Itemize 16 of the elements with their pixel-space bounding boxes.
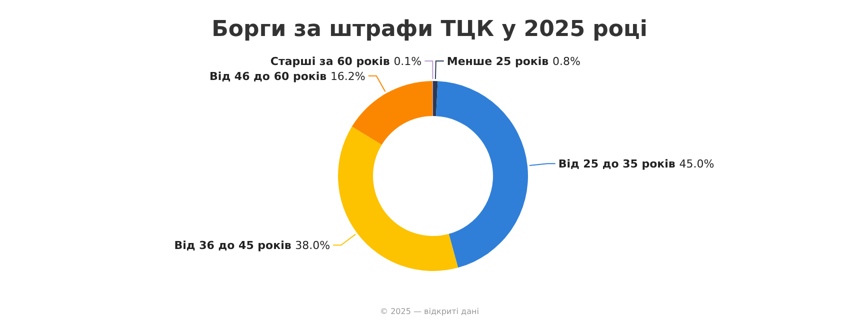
- donut-slice: [352, 81, 433, 145]
- slice-label: Від 36 до 45 років: [174, 239, 296, 252]
- slice-label: Менше 25 років: [446, 55, 552, 68]
- donut-slice: [433, 81, 438, 116]
- text: © 2025 — відкриті дані: [380, 307, 479, 316]
- slice-label: Від 46 до 60 років: [210, 70, 330, 83]
- data-label: 0.8%: [552, 55, 580, 68]
- slice-label: Старші за 60 років: [270, 55, 394, 68]
- chart-title: Борги за штрафи ТЦК у 2025 році: [212, 17, 648, 42]
- slice-label: Від 25 до 35 років: [558, 158, 680, 171]
- donut-slice: [436, 81, 528, 268]
- data-label: 0.1%: [394, 55, 422, 68]
- data-label: 45.0%: [679, 158, 714, 171]
- donut-slice: [338, 126, 458, 271]
- data-label: 38.0%: [295, 239, 330, 252]
- data-label: 16.2%: [330, 70, 366, 83]
